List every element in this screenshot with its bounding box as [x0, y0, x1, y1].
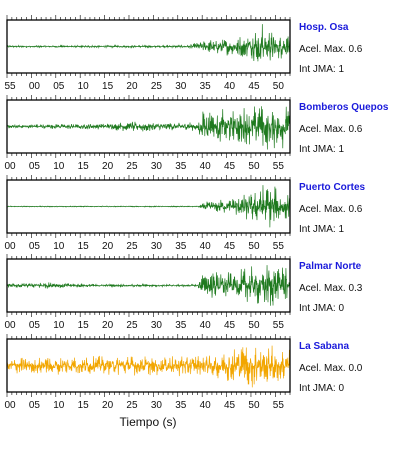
x-tick-label: 00: [29, 81, 41, 92]
jma-intensity-label: Int JMA: 0: [299, 383, 344, 394]
x-tick-label: 15: [78, 320, 90, 331]
waveform-trace: [6, 24, 291, 62]
jma-intensity-label: Int JMA: 1: [299, 144, 344, 155]
panel-1: 55 00 05 10 15 20 25 30 35 40 45 50 Hosp. Osa Acel. M…: [4, 15, 363, 92]
waveform-trace: [6, 106, 291, 150]
x-tick-label: 55: [273, 241, 285, 252]
x-tick-label: 10: [53, 161, 65, 172]
panel-4: 00 05 10 15 20 25 30 35 40 45 50 55 Palmar Norte Acel…: [4, 254, 363, 331]
x-tick-label: 05: [53, 81, 65, 92]
x-tick-label: 30: [151, 161, 163, 172]
x-tick-label: 20: [126, 81, 138, 92]
x-tick-label: 40: [200, 161, 212, 172]
x-tick-label: 45: [248, 81, 260, 92]
x-tick-label: 00: [4, 241, 16, 252]
x-tick-label: 35: [175, 400, 187, 411]
x-tick-label: 20: [102, 161, 114, 172]
x-tick-label: 30: [175, 81, 187, 92]
x-tick-label: 20: [102, 400, 114, 411]
x-tick-label: 25: [126, 161, 138, 172]
x-tick-label: 35: [200, 81, 212, 92]
x-tick-label: 30: [151, 320, 163, 331]
station-name: La Sabana: [299, 341, 349, 352]
x-tick-label: 55: [273, 400, 285, 411]
acel-max-label: Acel. Max. 0.6: [299, 44, 363, 55]
x-tick-label: 35: [175, 161, 187, 172]
acel-max-label: Acel. Max. 0.6: [299, 124, 363, 135]
jma-intensity-label: Int JMA: 1: [299, 64, 344, 75]
x-tick-label: 10: [53, 400, 65, 411]
panel-3: 00 05 10 15 20 25 30 35 40 45 50 55 Puerto Cortes Ace…: [4, 175, 366, 252]
x-tick-label: 05: [29, 400, 41, 411]
x-tick-label: 10: [78, 81, 90, 92]
x-tick-label: 45: [224, 161, 236, 172]
x-tick-label: 25: [126, 400, 138, 411]
x-tick-label: 00: [4, 161, 16, 172]
x-tick-label: 50: [273, 81, 285, 92]
jma-intensity-label: Int JMA: 0: [299, 303, 344, 314]
x-tick-label: 30: [151, 241, 163, 252]
x-tick-label: 25: [126, 320, 138, 331]
x-tick-label: 55: [273, 320, 285, 331]
x-tick-label: 45: [224, 241, 236, 252]
waveform-trace: [6, 185, 291, 228]
acel-max-label: Acel. Max. 0.6: [299, 204, 363, 215]
x-tick-label: 15: [102, 81, 114, 92]
x-tick-label: 25: [151, 81, 163, 92]
waveform-trace: [6, 265, 291, 306]
x-tick-label: 50: [248, 241, 260, 252]
x-tick-label: 15: [78, 241, 90, 252]
x-tick-label: 05: [29, 161, 41, 172]
station-name: Hosp. Osa: [299, 22, 349, 33]
x-tick-label: 40: [200, 241, 212, 252]
x-tick-label: 10: [53, 241, 65, 252]
x-tick-label: 25: [126, 241, 138, 252]
acel-max-label: Acel. Max. 0.3: [299, 283, 363, 294]
x-tick-label: 45: [224, 400, 236, 411]
jma-intensity-label: Int JMA: 1: [299, 224, 344, 235]
waveform-trace: [6, 345, 291, 388]
acel-max-label: Acel. Max. 0.0: [299, 363, 363, 374]
x-tick-label: 05: [29, 320, 41, 331]
x-tick-label: 10: [53, 320, 65, 331]
x-tick-label: 30: [151, 400, 163, 411]
x-tick-label: 40: [224, 81, 236, 92]
x-tick-label: 00: [4, 320, 16, 331]
station-name: Palmar Norte: [299, 261, 362, 272]
x-tick-label: 20: [102, 241, 114, 252]
x-tick-label: 50: [248, 400, 260, 411]
x-tick-label: 45: [224, 320, 236, 331]
x-tick-label: 20: [102, 320, 114, 331]
x-tick-label: 40: [200, 400, 212, 411]
x-tick-label: 50: [248, 320, 260, 331]
panel-5: 00 05 10 15 20 25 30 35 40 45 50 55 La Sabana Acel. M…: [4, 334, 363, 411]
station-name: Bomberos Quepos: [299, 102, 389, 113]
x-tick-label: 55: [4, 81, 16, 92]
x-tick-label: 35: [175, 241, 187, 252]
station-name: Puerto Cortes: [299, 182, 366, 193]
x-tick-label: 00: [4, 400, 16, 411]
seismogram-panels: 55 00 05 10 15 20 25 30 35 40 45 50 Hosp. Osa Acel. M…: [4, 15, 389, 411]
x-tick-label: 55: [273, 161, 285, 172]
x-tick-label: 40: [200, 320, 212, 331]
x-tick-label: 35: [175, 320, 187, 331]
x-tick-label: 15: [78, 400, 90, 411]
x-axis-title: Tiempo (s): [120, 415, 177, 429]
panel-2: 00 05 10 15 20 25 30 35 40 45 50 55 Bomberos Quepos A…: [4, 95, 389, 172]
x-tick-label: 50: [248, 161, 260, 172]
x-tick-label: 15: [78, 161, 90, 172]
x-tick-label: 05: [29, 241, 41, 252]
